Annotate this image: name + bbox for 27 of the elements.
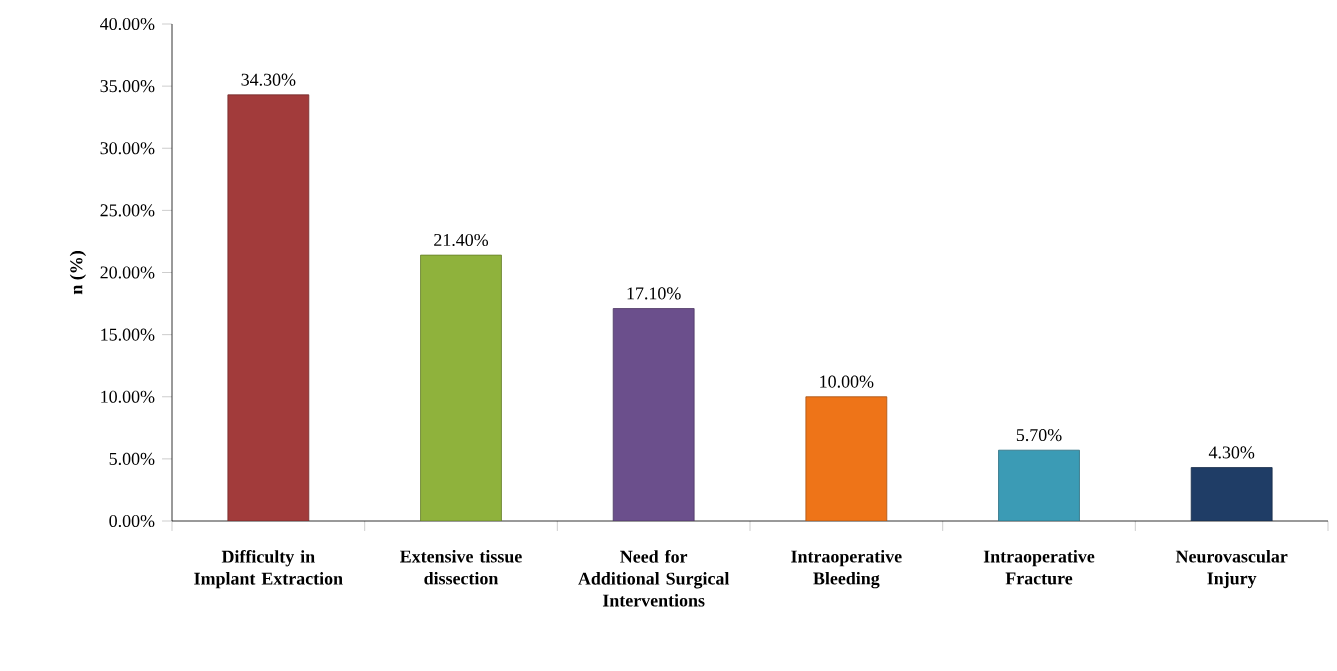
data-label: 21.40% [434, 233, 489, 247]
bar [227, 94, 310, 521]
x-tick-label: Need for Additional Surgical Interventions [578, 549, 730, 607]
y-tick-label: 15.00% [101, 328, 155, 341]
data-label: 17.10% [627, 287, 681, 300]
x-tick-label: Intraoperative Fracture [983, 549, 1095, 585]
x-tick-label: Intraoperative Bleeding [791, 549, 902, 589]
data-label: 4.30% [1208, 446, 1255, 459]
bar [1190, 467, 1273, 521]
bar [612, 308, 695, 521]
y-tick-label: 30.00% [100, 142, 155, 155]
bar [420, 254, 502, 521]
y-axis-title: n (%) [69, 251, 87, 295]
y-tick-label: 0.00% [109, 514, 155, 528]
x-tick-label: Extensive tissue dissection [400, 549, 522, 585]
y-tick-label: 10.00% [101, 390, 155, 403]
x-tick-label: Neurovascular Injury [1175, 549, 1288, 589]
x-tick-label: Difficulty in Implant Extraction [194, 549, 343, 589]
y-tick-label: 20.00% [100, 266, 155, 279]
y-tick-label: 5.00% [109, 452, 155, 465]
data-label: 10.00% [820, 375, 874, 388]
data-label: 34.30% [241, 73, 296, 86]
y-tick-label: 40.00% [100, 17, 155, 31]
y-tick-label: 25.00% [100, 204, 155, 217]
data-label: 5.70% [1016, 428, 1062, 442]
bar [805, 396, 888, 521]
y-tick-label: 35.00% [100, 80, 155, 93]
